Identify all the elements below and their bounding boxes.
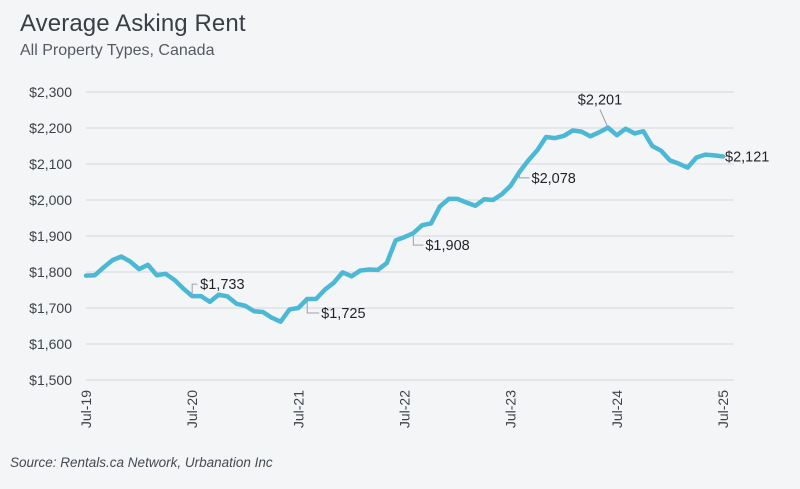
y-tick-label: $1,900: [29, 228, 72, 244]
data-label: $1,908: [425, 238, 469, 254]
x-tick-label: Jul-22: [397, 390, 413, 428]
data-label: $1,725: [321, 306, 365, 322]
x-tick-label: Jul-25: [715, 390, 731, 428]
y-tick-label: $2,100: [29, 156, 72, 172]
x-tick-label: Jul-24: [609, 390, 625, 428]
x-tick-label: Jul-20: [184, 390, 200, 428]
x-tick-label: Jul-19: [78, 390, 94, 428]
y-tick-label: $2,000: [29, 192, 72, 208]
annotation-leader: [519, 171, 530, 179]
annotation-leader: [306, 299, 320, 314]
y-tick-label: $1,500: [29, 372, 72, 388]
y-tick-label: $1,700: [29, 300, 72, 316]
data-label: $2,078: [532, 171, 576, 187]
annotation-leader: [412, 233, 424, 246]
annotation-leader: [191, 283, 198, 297]
data-label: $2,201: [578, 93, 622, 109]
y-tick-label: $2,200: [29, 120, 72, 136]
chart-subtitle: All Property Types, Canada: [20, 42, 215, 59]
chart-title: Average Asking Rent: [20, 10, 246, 37]
y-tick-label: $1,600: [29, 336, 72, 352]
annotations: $1,733 $1,725 $1,908 $2,078 $2,201 $2,121: [191, 93, 769, 322]
y-tick-label: $1,800: [29, 264, 72, 280]
series: [83, 125, 726, 324]
x-tick-label: Jul-23: [503, 390, 519, 428]
x-axis-ticks: Jul-19 Jul-20 Jul-21 Jul-22 Jul-23 Jul-24 Jul-…: [78, 390, 731, 428]
annotation-leader: [599, 109, 609, 128]
y-axis-ticks: $1,500 $1,600 $1,700 $1,800 $1,900 $2,000 $2,1…: [29, 84, 72, 388]
source-note: Source: Rentals.ca Network, Urbanation I…: [10, 455, 273, 470]
series-line: [83, 125, 726, 324]
y-tick-label: $2,300: [29, 84, 72, 100]
data-label: $1,733: [200, 277, 244, 293]
data-label: $2,121: [725, 149, 769, 165]
x-tick-label: Jul-21: [290, 390, 306, 428]
